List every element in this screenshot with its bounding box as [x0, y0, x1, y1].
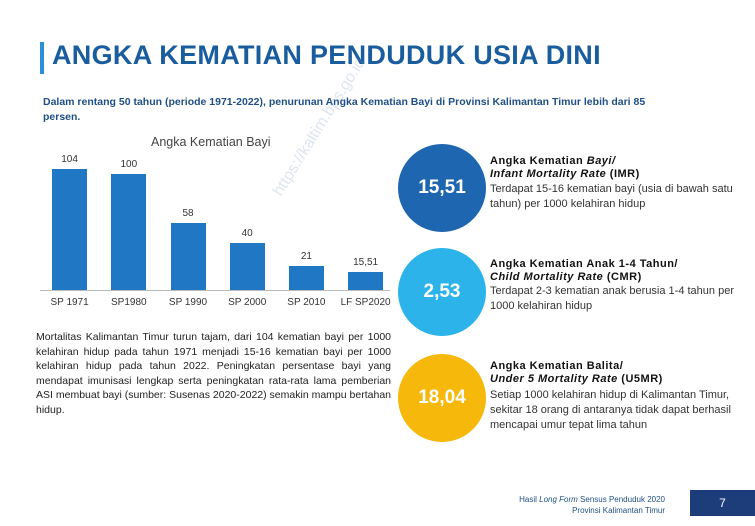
bar-chart: 104 SP 1971 100 SP1980 58 SP 1990 40 SP 2000 21 S… — [36, 150, 396, 315]
page-title: ANGKA KEMATIAN PENDUDUK USIA DINI — [52, 40, 601, 70]
bar-sp-2000 — [229, 243, 265, 290]
page-number-badge: 7 — [690, 490, 755, 516]
u5mr-title: Angka Kematian Balita/ Under 5 Mortality… — [490, 360, 663, 386]
bar-sp1980 — [111, 173, 147, 290]
cmr-value-circle: 2,53 — [398, 248, 486, 336]
x-axis-line — [40, 290, 390, 291]
category-label: SP1980 — [111, 297, 147, 308]
cmr-value: 2,53 — [423, 281, 461, 302]
footer-line2: Provinsi Kalimantan Timur — [572, 506, 665, 515]
u5mr-value: 18,04 — [418, 387, 466, 408]
bar-value-label: 58 — [182, 207, 194, 219]
cmr-title-part1: Angka Kematian Anak 1-4 Tahun/ — [490, 258, 678, 270]
category-label: SP 2000 — [228, 297, 267, 308]
category-label: SP 2010 — [287, 297, 326, 308]
indicator-imr: 15,51 Angka Kematian Bayi/ Infant Mortal… — [398, 144, 748, 234]
bar-value-label: 21 — [300, 250, 312, 262]
bar-value-label: 40 — [241, 228, 253, 240]
category-label: SP 1990 — [168, 297, 208, 308]
imr-value: 15,51 — [418, 177, 466, 198]
footer-part2: Long Form — [539, 495, 578, 504]
description-paragraph: Mortalitas Kalimantan Timur turun tajam,… — [36, 331, 391, 416]
cmr-title: Angka Kematian Anak 1-4 Tahun/ Child Mor… — [490, 258, 678, 284]
imr-title-part3: Infant Mortality Rate — [490, 168, 607, 180]
bar-lf-sp2020 — [348, 271, 384, 290]
page-number: 7 — [719, 496, 726, 510]
imr-title-part2: Bayi/ — [586, 155, 616, 167]
cmr-title-part4: (CMR) — [603, 271, 642, 283]
footer-text: Hasil Long Form Sensus Penduduk 2020 Pro… — [519, 494, 665, 516]
imr-desc: Terdapat 15-16 kematian bayi (usia di ba… — [490, 183, 733, 210]
bar-value-label: 100 — [120, 158, 138, 170]
indicator-cmr: 2,53 Angka Kematian Anak 1-4 Tahun/ Chil… — [398, 248, 748, 338]
subtitle: Dalam rentang 50 tahun (periode 1971-202… — [43, 96, 646, 123]
u5mr-value-circle: 18,04 — [398, 354, 486, 442]
imr-title-part4: (IMR) — [606, 168, 640, 180]
bar-sp-2010 — [288, 265, 324, 290]
u5mr-title-part3: Under 5 Mortality Rate — [490, 373, 618, 385]
cmr-desc: Terdapat 2-3 kematian anak berusia 1-4 t… — [490, 285, 734, 312]
title-accent-bar — [40, 42, 44, 74]
cmr-title-part3: Child Mortality Rate — [490, 271, 604, 283]
imr-title-part1: Angka Kematian — [490, 155, 587, 167]
bar-value-label: 15,51 — [353, 256, 379, 268]
imr-value-circle: 15,51 — [398, 144, 486, 232]
bar-value-label: 104 — [61, 153, 78, 165]
category-label: SP 1971 — [50, 297, 89, 308]
u5mr-title-part4: (U5MR) — [617, 373, 663, 385]
footer-part1: Hasil — [519, 495, 540, 504]
category-label: LF SP2020 — [340, 297, 391, 308]
chart-title: Angka Kematian Bayi — [151, 135, 271, 149]
imr-title: Angka Kematian Bayi/ Infant Mortality Ra… — [490, 155, 640, 181]
u5mr-desc: Setiap 1000 kelahiran hidup di Kalimanta… — [490, 389, 731, 431]
bar-sp-1971 — [52, 168, 88, 290]
bar-sp-1990 — [170, 222, 206, 290]
footer-part3: Sensus Penduduk 2020 — [577, 495, 665, 504]
u5mr-title-part1: Angka Kematian Balita/ — [490, 360, 624, 372]
indicator-u5mr: 18,04 Angka Kematian Balita/ Under 5 Mor… — [398, 354, 748, 454]
